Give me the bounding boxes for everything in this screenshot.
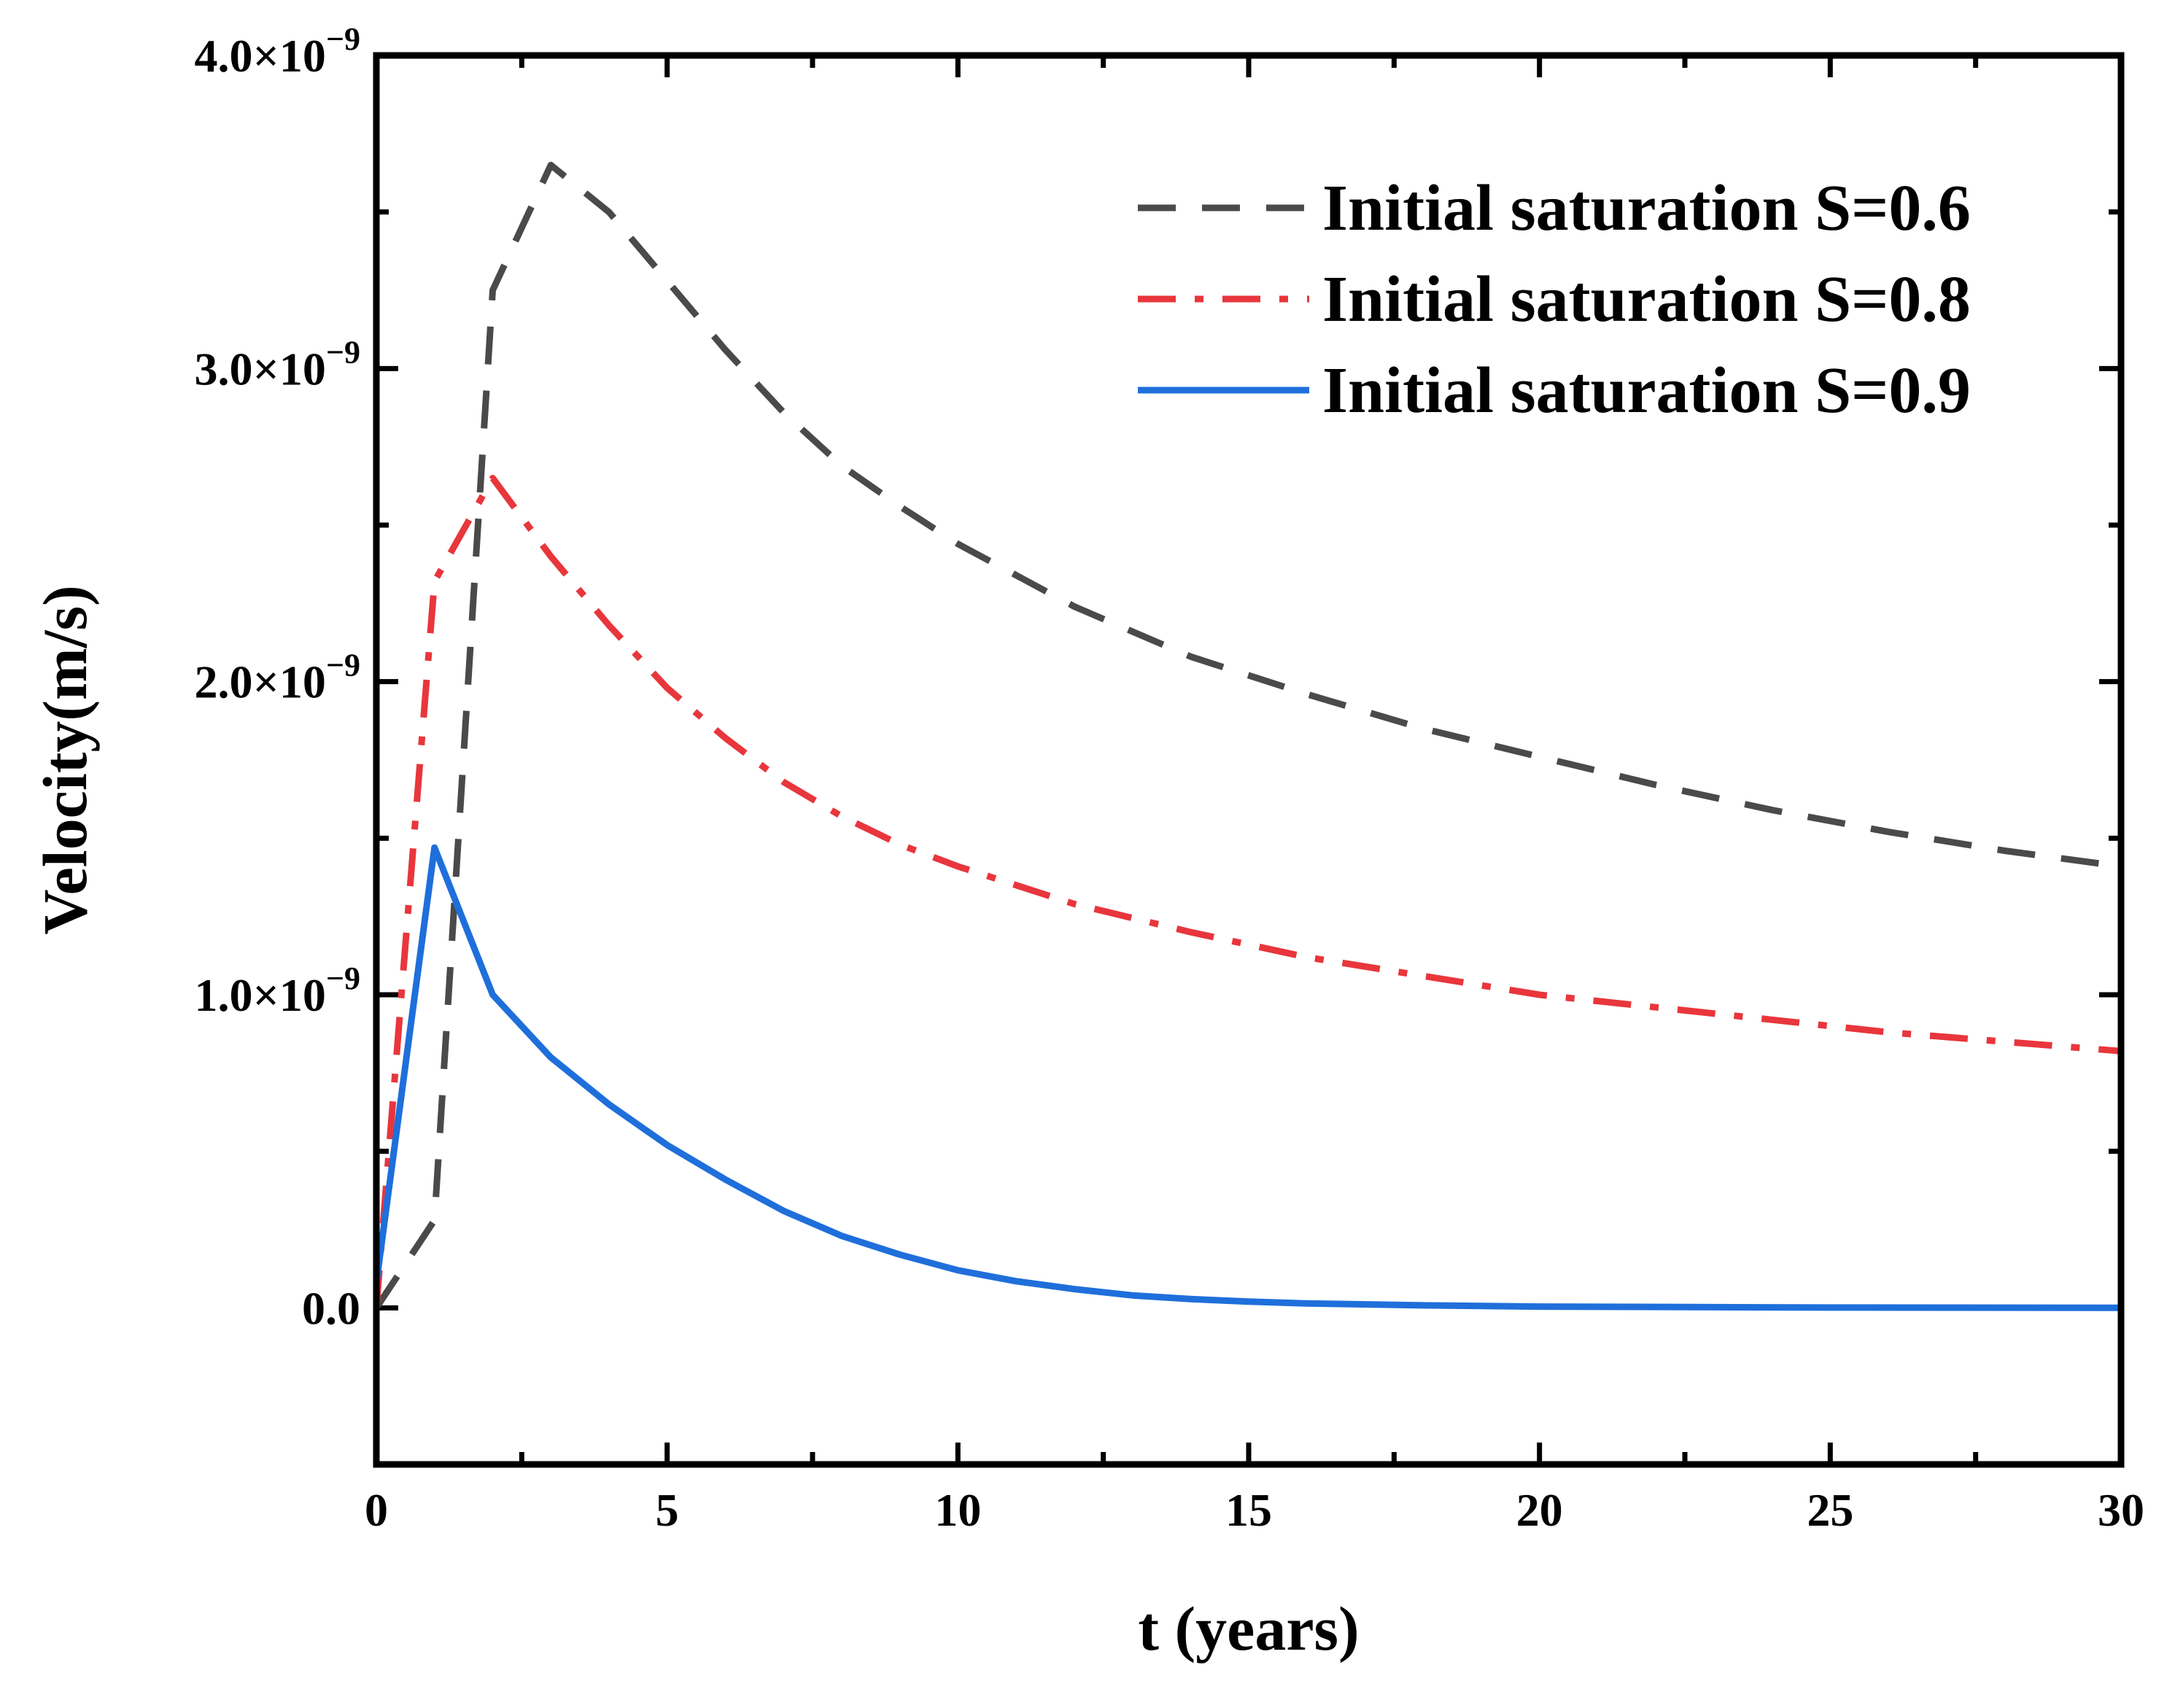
y-tick-label: 1.0×10−9 bbox=[194, 960, 360, 1021]
legend: Initial saturation S=0.6 Initial saturati… bbox=[1138, 172, 1971, 427]
x-tick-label: 25 bbox=[1807, 1484, 1853, 1536]
plot-frame bbox=[373, 52, 2125, 1468]
legend-label-3: Initial saturation S=0.9 bbox=[1322, 354, 1971, 427]
tick-labels: 0 5 10 15 20 25 30 0.0 1.0×10−9 2.0×10−9 3.0×10−9 4… bbox=[194, 21, 2144, 1536]
x-tick-label: 10 bbox=[934, 1484, 981, 1536]
y-axis-title: Velocity(m/s) bbox=[30, 585, 100, 934]
x-tick-label: 5 bbox=[656, 1484, 679, 1536]
series-line-2 bbox=[373, 475, 2122, 1308]
y-tick-label: 0.0 bbox=[302, 1282, 360, 1334]
series-line-3 bbox=[373, 844, 2122, 1311]
x-tick-label: 30 bbox=[2098, 1484, 2144, 1536]
x-tick-label: 20 bbox=[1516, 1484, 1563, 1536]
y-tick-label: 2.0×10−9 bbox=[194, 648, 360, 708]
series-line-1 bbox=[373, 161, 2122, 1310]
x-axis-title: t (years) bbox=[1138, 1594, 1359, 1664]
series-lines bbox=[373, 161, 2122, 1311]
x-tick-label: 0 bbox=[365, 1484, 388, 1536]
y-tick-label: 4.0×10−9 bbox=[194, 21, 360, 82]
legend-label-2: Initial saturation S=0.8 bbox=[1322, 263, 1971, 335]
legend-label-1: Initial saturation S=0.6 bbox=[1322, 172, 1971, 244]
y-tick-label: 3.0×10−9 bbox=[194, 334, 360, 395]
x-tick-label: 15 bbox=[1225, 1484, 1272, 1536]
